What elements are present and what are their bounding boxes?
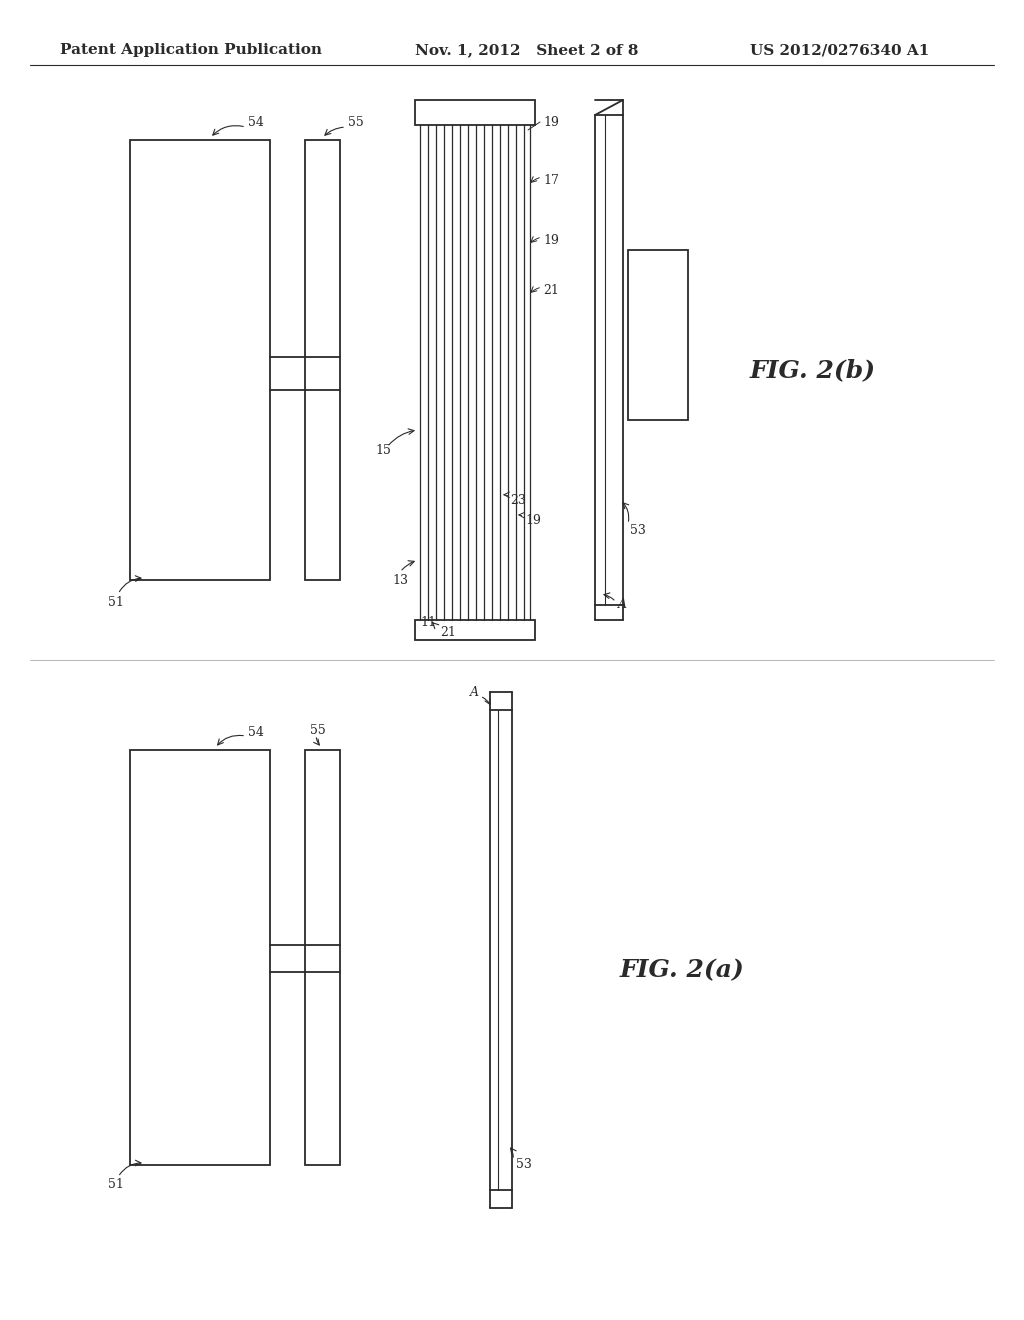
Text: 19: 19 (525, 513, 541, 527)
Bar (305, 140, 340, 579)
Text: 55: 55 (348, 116, 364, 128)
Bar (415, 100, 535, 125)
Text: 53: 53 (516, 1159, 531, 1172)
Text: A: A (470, 685, 479, 698)
Text: 21: 21 (440, 626, 456, 639)
Text: 19: 19 (543, 234, 559, 247)
Text: 54: 54 (248, 116, 264, 128)
Text: 17: 17 (543, 173, 559, 186)
Text: 13: 13 (392, 573, 408, 586)
Text: Patent Application Publication: Patent Application Publication (60, 44, 322, 57)
Text: 55: 55 (310, 723, 326, 737)
Text: FIG. 2(b): FIG. 2(b) (750, 358, 877, 381)
Text: 54: 54 (248, 726, 264, 738)
Text: 11: 11 (420, 615, 436, 628)
Bar (628, 249, 688, 420)
Bar (595, 115, 623, 605)
Text: 21: 21 (543, 284, 559, 297)
Text: 51: 51 (108, 1177, 124, 1191)
Bar (490, 710, 512, 1191)
Text: Nov. 1, 2012   Sheet 2 of 8: Nov. 1, 2012 Sheet 2 of 8 (415, 44, 639, 57)
Text: 15: 15 (375, 444, 391, 457)
Text: A: A (618, 598, 627, 611)
Bar (305, 750, 340, 1166)
Text: 19: 19 (543, 116, 559, 128)
Text: 51: 51 (108, 595, 124, 609)
Text: US 2012/0276340 A1: US 2012/0276340 A1 (750, 44, 930, 57)
Text: 53: 53 (630, 524, 646, 536)
Text: FIG. 2(a): FIG. 2(a) (620, 958, 744, 982)
Bar (130, 750, 270, 1166)
Text: 23: 23 (510, 494, 526, 507)
Bar (130, 140, 270, 579)
Bar (415, 620, 535, 640)
